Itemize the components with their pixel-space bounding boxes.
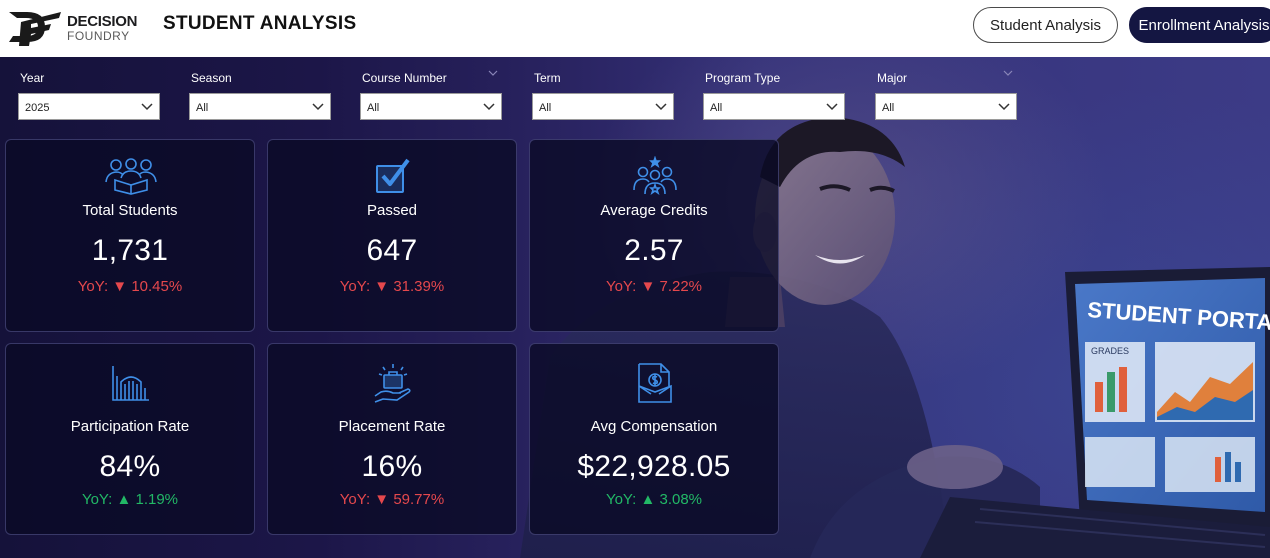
- kpi-value: 2.57: [530, 234, 778, 268]
- group-star-icon: [625, 156, 685, 200]
- yoy-value: 7.22%: [659, 278, 702, 295]
- term-dropdown[interactable]: All: [532, 93, 674, 120]
- yoy-prefix: YoY:: [606, 278, 636, 295]
- dropdown-value: All: [882, 102, 894, 114]
- checkbox-icon: [363, 156, 423, 200]
- kpi-yoy: YoY: ▲ 1.19%: [6, 491, 254, 508]
- students-group-icon: [101, 156, 161, 200]
- collapse-chevron-icon[interactable]: [1003, 69, 1013, 77]
- hand-briefcase-icon: [363, 362, 423, 406]
- chevron-down-icon: [311, 99, 325, 113]
- enrollment-analysis-button[interactable]: Enrollment Analysis: [1129, 7, 1270, 43]
- chevron-down-icon: [997, 99, 1011, 113]
- dropdown-value: All: [539, 102, 551, 114]
- dollar-document-icon: [625, 362, 685, 406]
- yoy-value: 59.77%: [393, 491, 444, 508]
- chevron-down-icon: [654, 99, 668, 113]
- yoy-value: 1.19%: [135, 491, 178, 508]
- screen-panel-title: GRADES: [1091, 346, 1129, 356]
- kpi-value: 16%: [268, 450, 516, 484]
- yoy-prefix: YoY:: [82, 491, 112, 508]
- dropdown-value: 2025: [25, 102, 49, 114]
- up-arrow-icon: ▲: [116, 491, 131, 508]
- yoy-prefix: YoY:: [340, 278, 370, 295]
- company-logo: DECISION FOUNDRY: [5, 6, 145, 48]
- df-logo-icon: [5, 6, 63, 48]
- yoy-value: 10.45%: [131, 278, 182, 295]
- filter-label: Term: [534, 71, 561, 85]
- building-icon: [101, 362, 161, 406]
- kpi-card-average-credits: Average Credits 2.57 YoY: ▼ 7.22%: [529, 139, 779, 332]
- dropdown-value: All: [367, 102, 379, 114]
- kpi-card-passed: Passed 647 YoY: ▼ 31.39%: [267, 139, 517, 332]
- filter-label: Season: [191, 71, 232, 85]
- major-dropdown[interactable]: All: [875, 93, 1017, 120]
- down-arrow-icon: ▼: [374, 491, 389, 508]
- down-arrow-icon: ▼: [640, 278, 655, 295]
- kpi-yoy: YoY: ▼ 31.39%: [268, 278, 516, 295]
- dashboard-canvas: STUDENT PORTAL GRADES Year 2025: [0, 57, 1270, 558]
- year-dropdown[interactable]: 2025: [18, 93, 160, 120]
- kpi-yoy: YoY: ▼ 59.77%: [268, 491, 516, 508]
- down-arrow-icon: ▼: [374, 278, 389, 295]
- dropdown-value: All: [196, 102, 208, 114]
- kpi-yoy: YoY: ▲ 3.08%: [530, 491, 778, 508]
- dropdown-value: All: [710, 102, 722, 114]
- kpi-value: 1,731: [6, 234, 254, 268]
- top-bar: DECISION FOUNDRY STUDENT ANALYSIS Studen…: [0, 0, 1270, 57]
- kpi-label: Participation Rate: [6, 418, 254, 435]
- yoy-prefix: YoY:: [606, 491, 636, 508]
- filter-label: Program Type: [705, 71, 780, 85]
- yoy-prefix: YoY:: [340, 491, 370, 508]
- kpi-card-total-students: Total Students 1,731 YoY: ▼ 10.45%: [5, 139, 255, 332]
- kpi-value: 84%: [6, 450, 254, 484]
- kpi-label: Total Students: [6, 202, 254, 219]
- filter-label: Year: [20, 71, 44, 85]
- course-number-dropdown[interactable]: All: [360, 93, 502, 120]
- logo-text-foundry: FOUNDRY: [67, 29, 130, 43]
- down-arrow-icon: ▼: [112, 278, 127, 295]
- up-arrow-icon: ▲: [640, 491, 655, 508]
- filter-label: Course Number: [362, 71, 447, 85]
- yoy-value: 3.08%: [659, 491, 702, 508]
- program-type-dropdown[interactable]: All: [703, 93, 845, 120]
- kpi-yoy: YoY: ▼ 10.45%: [6, 278, 254, 295]
- kpi-label: Average Credits: [530, 202, 778, 219]
- kpi-card-placement-rate: Placement Rate 16% YoY: ▼ 59.77%: [267, 343, 517, 535]
- chevron-down-icon: [825, 99, 839, 113]
- student-analysis-button[interactable]: Student Analysis: [973, 7, 1118, 43]
- chevron-down-icon: [140, 99, 154, 113]
- kpi-value: 647: [268, 234, 516, 268]
- yoy-prefix: YoY:: [78, 278, 108, 295]
- kpi-label: Avg Compensation: [530, 418, 778, 435]
- collapse-chevron-icon[interactable]: [488, 69, 498, 77]
- kpi-card-avg-compensation: Avg Compensation $22,928.05 YoY: ▲ 3.08%: [529, 343, 779, 535]
- page-title: STUDENT ANALYSIS: [163, 13, 356, 35]
- logo-text-decision: DECISION: [67, 13, 137, 30]
- kpi-label: Passed: [268, 202, 516, 219]
- yoy-value: 31.39%: [393, 278, 444, 295]
- season-dropdown[interactable]: All: [189, 93, 331, 120]
- kpi-label: Placement Rate: [268, 418, 516, 435]
- kpi-card-participation-rate: Participation Rate 84% YoY: ▲ 1.19%: [5, 343, 255, 535]
- kpi-value: $22,928.05: [530, 450, 778, 484]
- kpi-yoy: YoY: ▼ 7.22%: [530, 278, 778, 295]
- chevron-down-icon: [482, 99, 496, 113]
- filter-label: Major: [877, 71, 907, 85]
